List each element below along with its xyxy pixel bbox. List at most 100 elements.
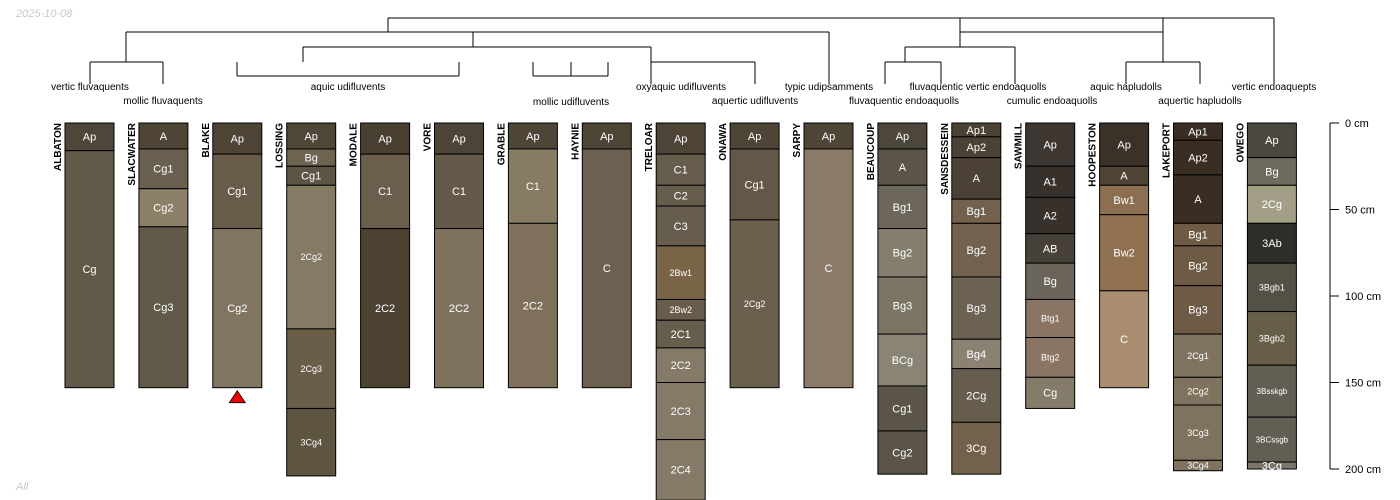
horizon-label: Cg1: [745, 179, 765, 191]
horizon-sansdessein-bg4: [951, 338, 1002, 370]
horizon-grable-ap: [507, 122, 558, 150]
profile-blake: BLAKE Ap Cg1 Cg2: [201, 122, 263, 389]
horizon-label: Ap1: [1188, 127, 1208, 139]
taxon-label-aquertic-hapludolls: aquertic hapludolls: [1158, 96, 1241, 107]
horizon-beaucoup-ap: [877, 122, 928, 150]
horizon-label: Bg: [304, 152, 317, 164]
horizon-label: Ap: [748, 131, 761, 143]
horizon-label: 2C2: [523, 300, 543, 312]
horizon-lossing-3cg4: [286, 407, 337, 477]
profile-sansdessein: SANSDESSEIN Ap1 Ap2 A Bg1 Bg2 Bg3 Bg4 2Cg 3Cg: [940, 122, 1002, 475]
horizon-owego-3bgb1: [1246, 262, 1297, 313]
horizon-label: Ap: [674, 133, 687, 145]
horizon-treloar-2c2: [655, 347, 706, 383]
horizon-beaucoup-cg1: [877, 385, 928, 432]
profile-onawa: ONAWA Ap Cg1 2Cg2: [718, 122, 780, 389]
dendrogram-branch: [959, 18, 1164, 33]
horizon-slacwater-cg2: [138, 188, 189, 228]
profile-name-sawmill: SAWMILL: [1014, 123, 1025, 169]
horizon-label: C: [825, 263, 833, 275]
horizon-label: C: [1120, 334, 1128, 346]
horizon-treloar-2bw1: [655, 245, 706, 300]
horizon-sarpy-c: [803, 148, 854, 389]
horizon-label: 3Cg4: [300, 437, 322, 447]
profile-modale: MODALE Ap C1 2C2: [349, 122, 411, 389]
horizon-label: 3Cg: [1262, 460, 1282, 472]
profile-name-sarpy: SARPY: [792, 123, 803, 158]
horizon-label: Bg3: [893, 300, 913, 312]
taxon-label-vertic-fluvaquents: vertic fluvaquents: [51, 82, 129, 93]
horizon-sansdessein-bg3: [951, 276, 1002, 340]
horizon-modale-2c2: [360, 228, 411, 389]
horizon-blake-cg2: [212, 228, 263, 389]
horizon-label: 3BCssgb: [1256, 435, 1289, 444]
horizon-vore-ap: [434, 122, 484, 155]
horizon-sawmill-bg: [1025, 262, 1076, 300]
horizon-vore-c1: [434, 153, 484, 230]
horizon-label: 2Cg2: [300, 252, 322, 262]
profile-albaton: ALBATON Ap Cg: [53, 122, 115, 389]
horizon-label: A: [1194, 194, 1202, 206]
horizon-label: Bg2: [967, 245, 987, 257]
horizon-label: C2: [674, 191, 688, 203]
horizon-label: A: [160, 131, 168, 143]
horizon-label: 2Bw1: [669, 268, 692, 278]
marker-layer: [228, 389, 247, 404]
horizon-label: 3Bgb1: [1259, 283, 1285, 293]
horizon-lakeport-3cg3: [1173, 404, 1223, 461]
taxon-label-mollic-udifluvents: mollic udifluvents: [533, 97, 609, 108]
horizon-owego-3bcssgb: [1246, 416, 1297, 463]
horizon-label: 2Cg: [1262, 199, 1282, 211]
horizon-albaton-ap: [64, 122, 115, 152]
profile-name-albaton: ALBATON: [53, 123, 64, 171]
dendrogram-branch: [236, 62, 460, 77]
horizon-label: Bg1: [967, 206, 987, 218]
horizon-sansdessein-2cg: [951, 368, 1002, 423]
horizon-label: A: [1120, 171, 1128, 183]
horizon-owego-3cg: [1246, 461, 1297, 470]
dendrogram-branch: [532, 62, 609, 77]
horizon-label: Bg3: [1188, 305, 1208, 317]
horizon-label: 3Ab: [1262, 238, 1282, 250]
profile-beaucoup: BEAUCOUP Ap A Bg1 Bg2 Bg3 BCg Cg1 Cg2: [866, 122, 928, 475]
horizon-beaucoup-a: [877, 148, 928, 186]
horizon-label: Cg2: [227, 303, 247, 315]
taxon-label-fluvaquentic-endoaquolls: fluvaquentic endoaquolls: [849, 96, 959, 107]
horizon-beaucoup-bg1: [877, 184, 928, 230]
horizon-sawmill-a2: [1025, 196, 1076, 235]
profile-haynie: HAYNIE Ap C: [570, 122, 632, 389]
horizon-label: Bw1: [1113, 195, 1134, 207]
dendrogram-branch: [904, 32, 1016, 62]
taxon-label-oxyaquic-udifluvents: oxyaquic udifluvents: [636, 82, 726, 93]
horizon-sansdessein-bg2: [951, 222, 1002, 278]
horizon-label: 3Bgb2: [1259, 334, 1285, 344]
horizon-label: Cg1: [227, 186, 247, 198]
horizon-sawmill-ab: [1025, 233, 1076, 264]
horizon-sawmill-btg1: [1025, 298, 1076, 339]
horizon-label: AB: [1043, 243, 1058, 255]
profile-treloar: TRELOAR Ap C1 C2 C3 2Bw1 2Bw2 2C1 2C2 2C3 2C4: [644, 122, 706, 500]
horizon-label: Ap2: [967, 142, 987, 154]
taxon-label-aquic-hapludolls: aquic hapludolls: [1090, 82, 1162, 93]
horizon-label: BCg: [892, 355, 913, 367]
horizon-beaucoup-bg3: [877, 276, 928, 335]
horizon-label: Ap: [378, 133, 391, 145]
taxon-label-typic-udipsamments: typic udipsamments: [785, 82, 873, 93]
profile-name-sansdessein: SANSDESSEIN: [940, 123, 951, 195]
horizon-label: Cg: [1043, 388, 1057, 400]
horizon-treloar-2c4: [655, 439, 706, 500]
dendrogram-branch: [387, 18, 1275, 84]
horizon-hoopeston-ap: [1099, 122, 1150, 167]
horizon-owego-bg: [1246, 157, 1297, 186]
depth-axis: 0 cm 50 cm 100 cm 150 cm 200 cm: [1329, 118, 1381, 476]
horizon-label: 2Cg1: [1187, 351, 1209, 361]
horizon-lakeport-a: [1173, 174, 1223, 224]
horizon-label: Bg: [1043, 276, 1056, 288]
horizon-label: Ap: [83, 132, 96, 144]
profile-lossing: LOSSING Ap Bg Cg1 2Cg2 2Cg3 3Cg4: [275, 122, 337, 477]
horizon-label: Ap: [304, 131, 317, 143]
depth-tick-label: 150 cm: [1345, 378, 1381, 390]
profile-name-hoopeston: HOOPESTON: [1088, 123, 1099, 187]
